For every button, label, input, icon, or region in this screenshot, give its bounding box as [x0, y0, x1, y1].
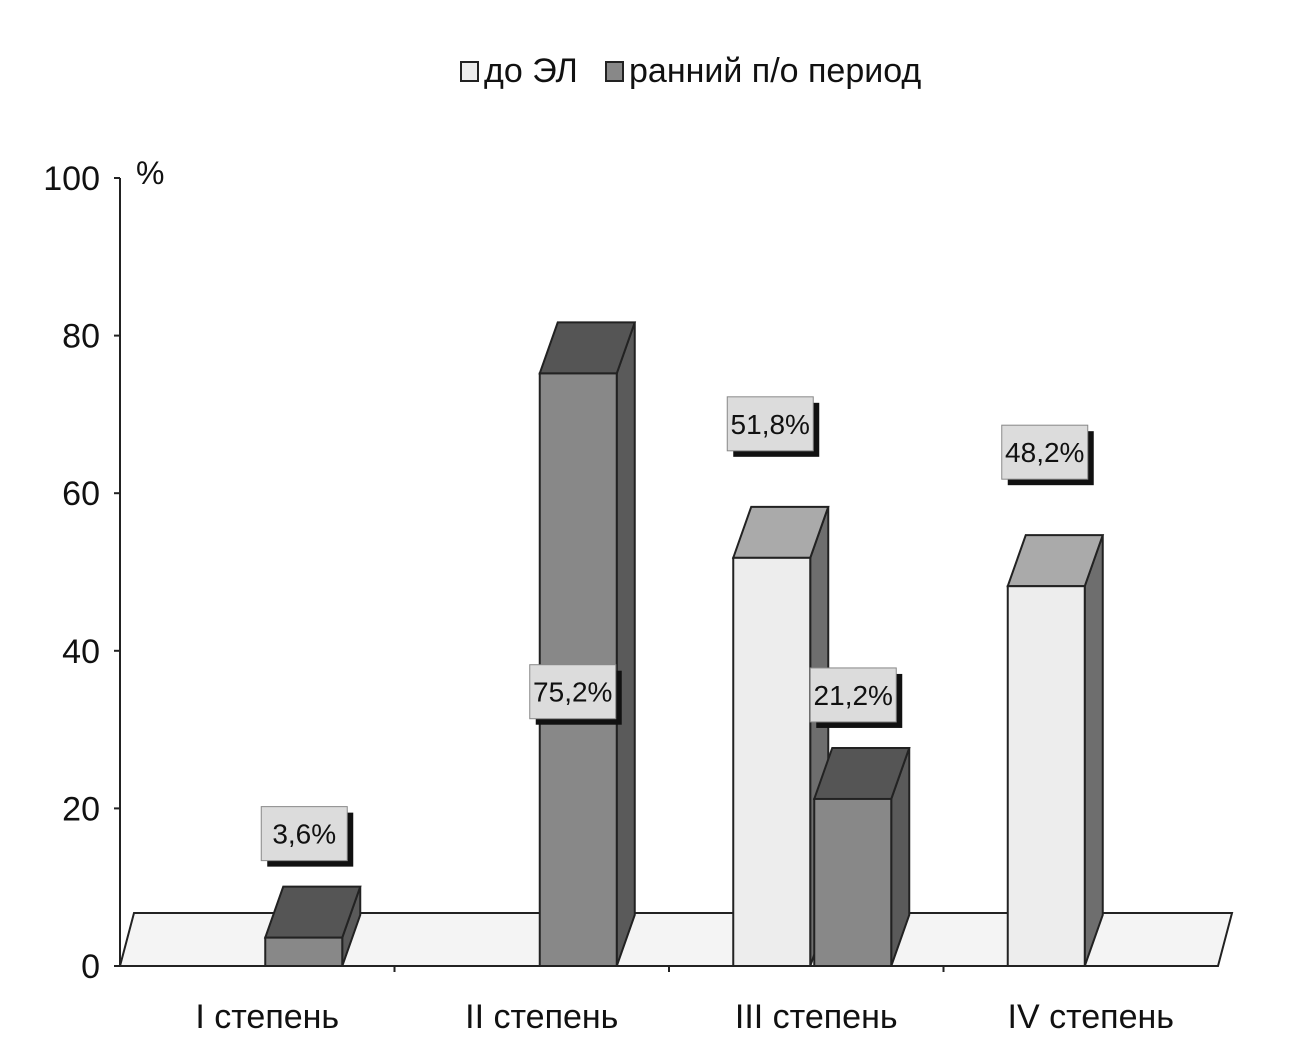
bar-top-face: [812, 746, 911, 800]
data-label-text: 48,2%: [1005, 437, 1084, 468]
data-label: 75,2%: [529, 664, 622, 725]
y-tick-label: 0: [81, 948, 100, 986]
legend-label-series-1: до ЭЛ: [484, 52, 578, 90]
data-label-box: [726, 396, 814, 452]
data-label-text: 51,8%: [731, 409, 810, 440]
bar-1: [1006, 534, 1105, 968]
legend-swatch-series-1: [460, 61, 479, 82]
x-tick-label: I степень: [195, 998, 339, 1036]
bar-2: [263, 885, 362, 968]
y-axis-unit-label: %: [136, 155, 164, 191]
data-label: 48,2%: [1001, 424, 1094, 486]
data-label-text: 3,6%: [272, 819, 336, 850]
bar-side-face: [615, 322, 636, 967]
y-tick-label: 60: [62, 475, 100, 513]
x-tick-label: II степень: [465, 998, 618, 1036]
data-label-box: [529, 664, 617, 720]
data-label: 21,2%: [809, 667, 903, 728]
data-label-box: [809, 667, 897, 723]
data-label-box: [1001, 424, 1089, 480]
x-axis-labels: I степень II степень III степень IV степень: [195, 966, 1174, 1036]
bar-top-face: [538, 321, 637, 375]
legend-swatch-series-2: [605, 61, 624, 82]
y-tick-label: 80: [62, 318, 100, 356]
bar-top-face: [1006, 534, 1105, 588]
y-tick-label: 40: [62, 633, 100, 671]
data-label-text: 75,2%: [533, 677, 612, 708]
x-tick-label: IV степень: [1008, 998, 1174, 1036]
bar-side-face: [1083, 534, 1104, 967]
bar-front-face: [1006, 585, 1086, 968]
bars: [263, 321, 1105, 968]
data-label: 51,8%: [726, 396, 820, 457]
bar-top-face: [731, 505, 830, 559]
x-tick-label: III степень: [735, 998, 898, 1036]
bar-front-face: [813, 797, 893, 967]
y-tick-label: 20: [62, 790, 100, 828]
data-labels: 3,6% 75,2% 51,8% 21,2% 48,2%: [260, 396, 1094, 867]
bar-2: [812, 746, 911, 967]
data-label-box: [260, 806, 348, 862]
bar-front-face: [732, 556, 812, 967]
legend-label-series-2: ранний п/о период: [629, 52, 921, 90]
bar-front-face: [264, 936, 344, 968]
data-label: 3,6%: [260, 806, 354, 867]
legend: до ЭЛ ранний п/о период: [460, 52, 921, 90]
bar-2: [538, 321, 637, 967]
y-axis-ticks: 0 20 40 60 80 100: [43, 160, 120, 986]
data-label-text: 21,2%: [814, 680, 893, 711]
y-tick-label: 100: [43, 160, 100, 198]
bar-top-face: [263, 885, 362, 939]
